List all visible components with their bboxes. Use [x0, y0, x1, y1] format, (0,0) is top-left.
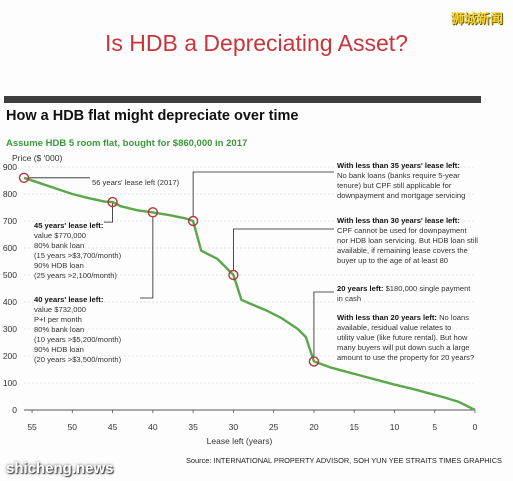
x-tick-label: 30	[229, 422, 239, 432]
chart-title: How a HDB flat might depreciate over tim…	[6, 108, 299, 124]
y-tick-label: 200	[3, 351, 17, 361]
x-tick-label: 15	[349, 422, 359, 432]
annotation-less-30: With less than 30 years' lease left: CPF…	[337, 216, 478, 265]
x-tick-label: 55	[27, 422, 37, 432]
y-tick-label: 100	[3, 378, 17, 388]
x-tick-label: 25	[269, 422, 279, 432]
data-point-marker	[187, 215, 199, 227]
annotation-56-years: 56 years' lease left (2017)	[92, 178, 180, 187]
y-tick-label: 400	[3, 297, 17, 307]
annotation-20-years: 20 years left: $180,000 single payment i…	[337, 284, 471, 303]
y-tick-label: 0	[12, 405, 17, 415]
chart-source: Source: INTERNATIONAL PROPERTY ADVISOR, …	[186, 456, 502, 465]
data-point-marker	[308, 356, 320, 367]
x-tick-label: 45	[108, 422, 118, 432]
annotation-35-heading: With less than 35 years' lease left:	[337, 161, 460, 170]
annotation-less20-heading: With less than 20 years left:	[337, 313, 437, 322]
annotation-less-20: With less than 20 years left: No loans a…	[337, 313, 475, 362]
y-tick-label: 800	[3, 189, 17, 199]
y-tick-label: 900	[3, 162, 17, 172]
annotation-connector	[140, 217, 154, 299]
y-tick-label: 700	[3, 216, 17, 226]
data-point-marker	[107, 196, 118, 208]
annotation-connector	[313, 291, 334, 357]
annotation-45-years: 45 years' lease left: value $770,000 80%…	[34, 221, 122, 280]
y-tick-label: 300	[3, 324, 17, 334]
watermark-chinese: 狮城新闻	[450, 12, 503, 27]
chart-header-bar	[4, 96, 481, 103]
x-tick-label: 50	[68, 422, 78, 432]
annotation-45-heading: 45 years' lease left:	[34, 221, 104, 230]
annotation-40-heading: 40 years' lease left:	[34, 295, 104, 304]
annotation-30-heading: With less than 30 years' lease left:	[337, 216, 460, 225]
slide-title: Is HDB a Depreciating Asset?	[105, 30, 408, 56]
data-point-marker	[147, 207, 159, 218]
x-tick-label: 10	[390, 422, 400, 432]
annotation-connector	[192, 171, 334, 216]
series-line	[23, 176, 476, 412]
x-tick-label: 0	[473, 422, 478, 432]
y-tick-label: 600	[3, 243, 17, 253]
y-tick-label: 500	[3, 270, 17, 280]
annotation-connector	[232, 228, 334, 270]
annotation-less-35: With less than 35 years' lease left: No …	[337, 161, 466, 200]
annotation-20-heading: 20 years left:	[337, 284, 384, 293]
x-tick-label: 35	[188, 422, 198, 432]
annotation-40-years: 40 years' lease left: value $732,000 P+I…	[34, 295, 122, 364]
y-axis-label: Price ($ '000)	[12, 153, 63, 163]
x-tick-label: 5	[432, 422, 437, 432]
watermark-english: shicheng.news	[6, 460, 114, 477]
annotation-connector	[104, 202, 113, 223]
data-point-marker	[18, 172, 30, 184]
x-tick-label: 20	[309, 422, 319, 432]
data-point-marker	[228, 269, 239, 281]
x-tick-label: 40	[148, 422, 158, 432]
chart-subtitle: Assume HDB 5 room flat, bought for $860,…	[6, 138, 248, 149]
x-axis-label: Lease left (years)	[207, 436, 273, 446]
